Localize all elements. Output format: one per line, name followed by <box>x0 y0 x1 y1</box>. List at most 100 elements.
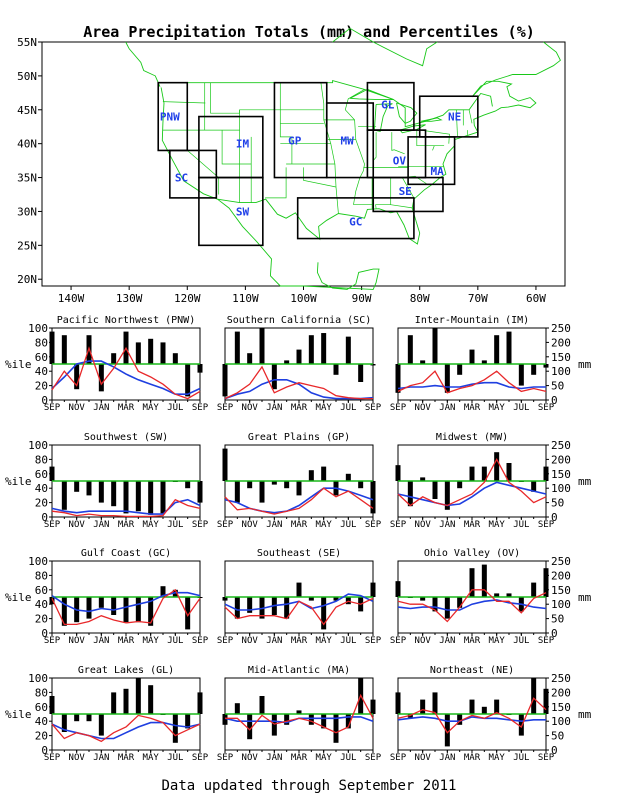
right-tick-label: 200 <box>551 686 571 699</box>
percentile-bar <box>420 477 426 481</box>
percentile-bar <box>358 364 364 382</box>
region-label-pnw: PNW <box>160 111 180 124</box>
percentile-bar <box>543 688 549 714</box>
percentile-bar <box>123 597 129 623</box>
percentile-bar <box>506 593 512 597</box>
left-tick-label: 80 <box>35 453 48 466</box>
month-tick-label: NOV <box>242 403 259 413</box>
region-label-mw: MW <box>340 134 354 147</box>
panel-4: Great Plains (GP) SEP NOV JAN MAR MAY JUL SEP <box>217 432 382 530</box>
left-axis-label: %ile <box>5 591 32 604</box>
month-tick-label: MAY <box>489 520 506 530</box>
month-tick-label: NOV <box>69 636 86 646</box>
left-tick-label: 100 <box>28 555 48 568</box>
percentile-bar <box>284 481 290 489</box>
percentile-bar <box>49 696 55 714</box>
percentile-bar <box>481 360 487 364</box>
observed-precip-line <box>224 487 374 515</box>
percentile-bar <box>444 597 450 619</box>
normal-precip-line <box>397 716 546 723</box>
percentile-bar <box>271 364 277 390</box>
right-tick-label: 0 <box>551 744 558 757</box>
panel-title: Midwest (MW) <box>436 432 508 443</box>
month-tick-label: SEP <box>44 636 61 646</box>
panel-1: Southern California (SC) SEP NOV JAN MAR MAY J… <box>217 315 382 413</box>
right-tick-label: 250 <box>551 555 571 568</box>
panel-5: Midwest (MW)SEP NOV JAN MAR MAY JUL SEP0501001… <box>390 432 571 530</box>
percentile-bar <box>432 597 438 612</box>
region-box-ne <box>418 95 479 138</box>
month-tick-label: JAN <box>439 753 455 763</box>
month-tick-label: NOV <box>415 636 432 646</box>
percentile-bar <box>531 678 537 714</box>
lat-tick-label: 35N <box>17 172 37 185</box>
percentile-bar <box>271 481 277 485</box>
lon-tick-label: 70W <box>468 292 488 305</box>
percentile-bar <box>74 714 80 722</box>
panel-3: Southwest (SW)SEP NOV JAN MAR MAY JUL SEP02040… <box>28 432 209 530</box>
state-line <box>391 132 405 155</box>
left-tick-label: 100 <box>28 672 48 685</box>
state-line <box>320 82 339 214</box>
month-tick-label: MAY <box>143 636 160 646</box>
percentile-bar <box>308 597 314 601</box>
percentile-bar <box>148 338 154 364</box>
lon-tick-label: 130W <box>116 292 143 305</box>
percentile-bar <box>123 481 129 514</box>
bc-coastline <box>125 41 161 87</box>
percentile-bar <box>284 360 290 364</box>
percentile-bar <box>370 699 376 714</box>
normal-precip-line <box>397 381 546 390</box>
percentile-bar <box>432 328 438 364</box>
lat-tick-label: 45N <box>17 104 37 117</box>
month-tick-label: MAR <box>118 520 135 530</box>
percentile-bar <box>197 692 203 714</box>
percentile-bar <box>111 481 117 507</box>
percentile-bar <box>407 481 413 507</box>
month-tick-label: SEP <box>365 636 382 646</box>
percentile-bar <box>135 342 141 364</box>
month-tick-label: SEP <box>365 753 382 763</box>
percentile-bar <box>61 335 67 364</box>
percentile-bar <box>197 481 203 503</box>
lat-tick-label: 50N <box>17 70 37 83</box>
state-line <box>390 204 414 209</box>
lat-tick-label: 40N <box>17 138 37 151</box>
state-line <box>221 130 252 165</box>
percentile-bar <box>185 481 191 489</box>
panel-title: Great Lakes (GL) <box>78 665 174 676</box>
percentile-bar <box>148 481 154 515</box>
month-tick-label: MAY <box>316 753 333 763</box>
month-tick-label: SEP <box>538 520 555 530</box>
month-tick-label: JUL <box>167 636 183 646</box>
month-tick-label: SEP <box>538 403 555 413</box>
month-tick-label: JUL <box>340 403 356 413</box>
region-label-gp: GP <box>288 134 302 147</box>
state-line <box>186 130 219 178</box>
percentile-bar <box>160 586 166 597</box>
percentile-bar <box>284 714 290 725</box>
right-tick-label: 200 <box>551 453 571 466</box>
percentile-bar <box>321 333 327 364</box>
mexico-coastline <box>217 198 380 290</box>
percentile-bar <box>49 331 55 364</box>
percentile-bar <box>296 481 302 496</box>
left-tick-label: 40 <box>35 715 48 728</box>
percentile-bar <box>259 328 265 364</box>
month-tick-label: SEP <box>217 403 234 413</box>
left-tick-label: 40 <box>35 482 48 495</box>
month-tick-label: JUL <box>340 636 356 646</box>
percentile-bar <box>296 710 302 714</box>
panel-title: Southern California (SC) <box>227 315 372 326</box>
region-label-ov: OV <box>393 155 407 168</box>
percentile-bar <box>222 597 228 601</box>
month-tick-label: MAR <box>118 636 135 646</box>
percentile-bar <box>457 481 463 489</box>
month-tick-label: JAN <box>93 403 109 413</box>
state-line <box>372 132 377 161</box>
month-tick-label: SEP <box>365 520 382 530</box>
lat-tick-label: 55N <box>17 36 37 49</box>
panel-title: Northeast (NE) <box>430 665 514 676</box>
percentile-bar <box>457 597 463 608</box>
percentile-bar <box>247 481 253 489</box>
